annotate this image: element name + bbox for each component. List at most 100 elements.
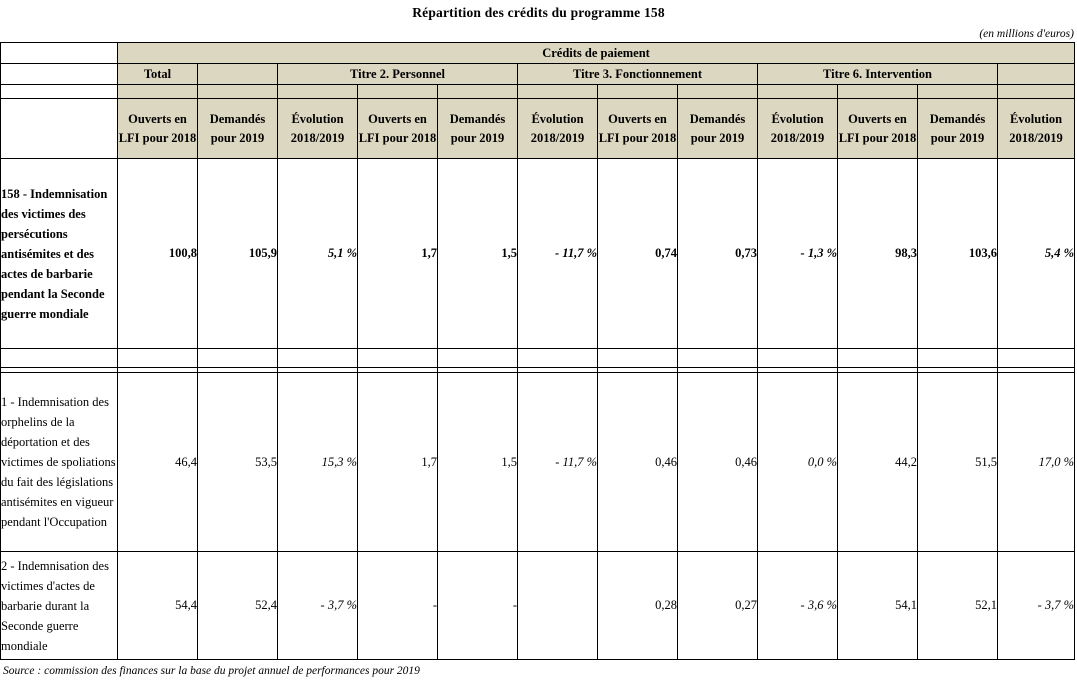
spacer-cell <box>597 348 678 368</box>
table-row-action-1: 1 - Indemnisation des orphelins de la dé… <box>0 372 1076 552</box>
spacer-cell <box>677 348 758 368</box>
source-note: Source : commission des finances sur la … <box>3 665 420 677</box>
spacer-cell <box>837 84 918 99</box>
table-cell: 44,2 <box>837 372 918 552</box>
group-header-total: Total <box>117 63 198 85</box>
column-header: Ouverts en LFI pour 2018 <box>597 98 678 159</box>
table-cell: 52,4 <box>197 551 278 660</box>
table-cell: - 11,7 % <box>517 158 598 349</box>
spacer-cell <box>117 84 198 99</box>
credits-table: Crédits de paiement Total Titre 2. Perso… <box>0 42 1076 660</box>
spacer-cell <box>277 84 358 99</box>
spacer-cell <box>917 348 998 368</box>
column-header: Évolution 2018/2019 <box>996 98 1076 159</box>
header-blank-cell <box>0 84 118 99</box>
table-cell: 0,46 <box>677 372 758 552</box>
spacer-cell <box>517 348 598 368</box>
table-cell: 5,1 % <box>277 158 358 349</box>
column-header: Évolution 2018/2019 <box>517 98 598 159</box>
table-row-program-158: 158 - Indemnisation des victimes des per… <box>0 158 1076 349</box>
spacer-cell <box>197 84 278 99</box>
table-cell: 54,1 <box>837 551 918 660</box>
spacer-cell <box>996 84 1076 99</box>
column-header: Ouverts en LFI pour 2018 <box>837 98 918 159</box>
group-header-titre2: Titre 2. Personnel <box>277 63 518 85</box>
column-header: Évolution 2018/2019 <box>277 98 358 159</box>
spacer-cell <box>117 348 198 368</box>
group-header-titre3: Titre 3. Fonctionnement <box>517 63 758 85</box>
page-title: Répartition des crédits du programme 158 <box>412 5 665 20</box>
spacer-cell <box>917 84 998 99</box>
table-cell: 54,4 <box>117 551 198 660</box>
table-cell: 0,46 <box>597 372 678 552</box>
table-cell: - 3,7 % <box>277 551 358 660</box>
unit-note: (en millions d'euros) <box>979 28 1074 40</box>
header-row-groups: Total Titre 2. Personnel Titre 3. Foncti… <box>0 63 1076 85</box>
spacer-cell <box>0 348 118 368</box>
table-cell: - <box>357 551 438 660</box>
column-header: Ouverts en LFI pour 2018 <box>357 98 438 159</box>
spacer-cell <box>996 348 1076 368</box>
table-cell: 52,1 <box>917 551 998 660</box>
table-row-action-2: 2 - Indemnisation des victimes d'actes d… <box>0 551 1076 660</box>
spacer-cell <box>597 84 678 99</box>
spacer-cell <box>757 348 838 368</box>
spacer-cell <box>677 84 758 99</box>
header-row-credits: Crédits de paiement <box>0 42 1076 64</box>
table-cell <box>517 551 598 660</box>
column-header: Demandés pour 2019 <box>917 98 998 159</box>
table-cell: 98,3 <box>837 158 918 349</box>
table-cell: 5,4 % <box>996 158 1076 349</box>
group-header-empty <box>197 63 278 85</box>
table-cell: 1,5 <box>437 372 518 552</box>
table-cell: 1,5 <box>437 158 518 349</box>
table-cell: 0,74 <box>597 158 678 349</box>
header-blank-cell <box>0 98 118 159</box>
table-cell: 100,8 <box>117 158 198 349</box>
table-cell: 53,5 <box>197 372 278 552</box>
table-cell: - <box>437 551 518 660</box>
spacer-cell <box>437 84 518 99</box>
table-cell: 1,7 <box>357 158 438 349</box>
table-cell: 0,73 <box>677 158 758 349</box>
table-cell: 51,5 <box>917 372 998 552</box>
table-cell: 0,28 <box>597 551 678 660</box>
table-cell: 103,6 <box>917 158 998 349</box>
spacer-cell <box>357 84 438 99</box>
spacer-cell <box>277 348 358 368</box>
table-cell: - 11,7 % <box>517 372 598 552</box>
group-header-empty <box>996 63 1076 85</box>
spacer-cell <box>837 348 918 368</box>
spacer-cell <box>517 84 598 99</box>
spacer-cell <box>357 348 438 368</box>
body-spacer-row <box>0 348 1076 368</box>
column-header: Demandés pour 2019 <box>677 98 758 159</box>
table-cell: - 3,7 % <box>996 551 1076 660</box>
table-cell: 0,0 % <box>757 372 838 552</box>
column-header: Évolution 2018/2019 <box>757 98 838 159</box>
table-cell: 15,3 % <box>277 372 358 552</box>
spacer-cell <box>197 348 278 368</box>
header-blank-cell <box>0 42 118 64</box>
top-header-cell: Crédits de paiement <box>116 42 1076 64</box>
group-header-titre6: Titre 6. Intervention <box>757 63 998 85</box>
row-label: 2 - Indemnisation des victimes d'actes d… <box>0 551 118 660</box>
header-blank-cell <box>0 63 118 85</box>
row-label: 1 - Indemnisation des orphelins de la dé… <box>0 372 118 552</box>
table-cell: 46,4 <box>117 372 198 552</box>
column-header: Demandés pour 2019 <box>197 98 278 159</box>
column-header: Demandés pour 2019 <box>437 98 518 159</box>
table-cell: 1,7 <box>357 372 438 552</box>
table-cell: - 3,6 % <box>757 551 838 660</box>
table-cell: 0,27 <box>677 551 758 660</box>
table-cell: - 1,3 % <box>757 158 838 349</box>
table-cell: 105,9 <box>197 158 278 349</box>
header-row-columns: Ouverts en LFI pour 2018 Demandés pour 2… <box>0 98 1076 159</box>
table-cell: 17,0 % <box>996 372 1076 552</box>
spacer-cell <box>437 348 518 368</box>
row-label: 158 - Indemnisation des victimes des per… <box>0 158 118 349</box>
header-spacer-row <box>0 84 1076 99</box>
spacer-cell <box>757 84 838 99</box>
column-header: Ouverts en LFI pour 2018 <box>117 98 198 159</box>
